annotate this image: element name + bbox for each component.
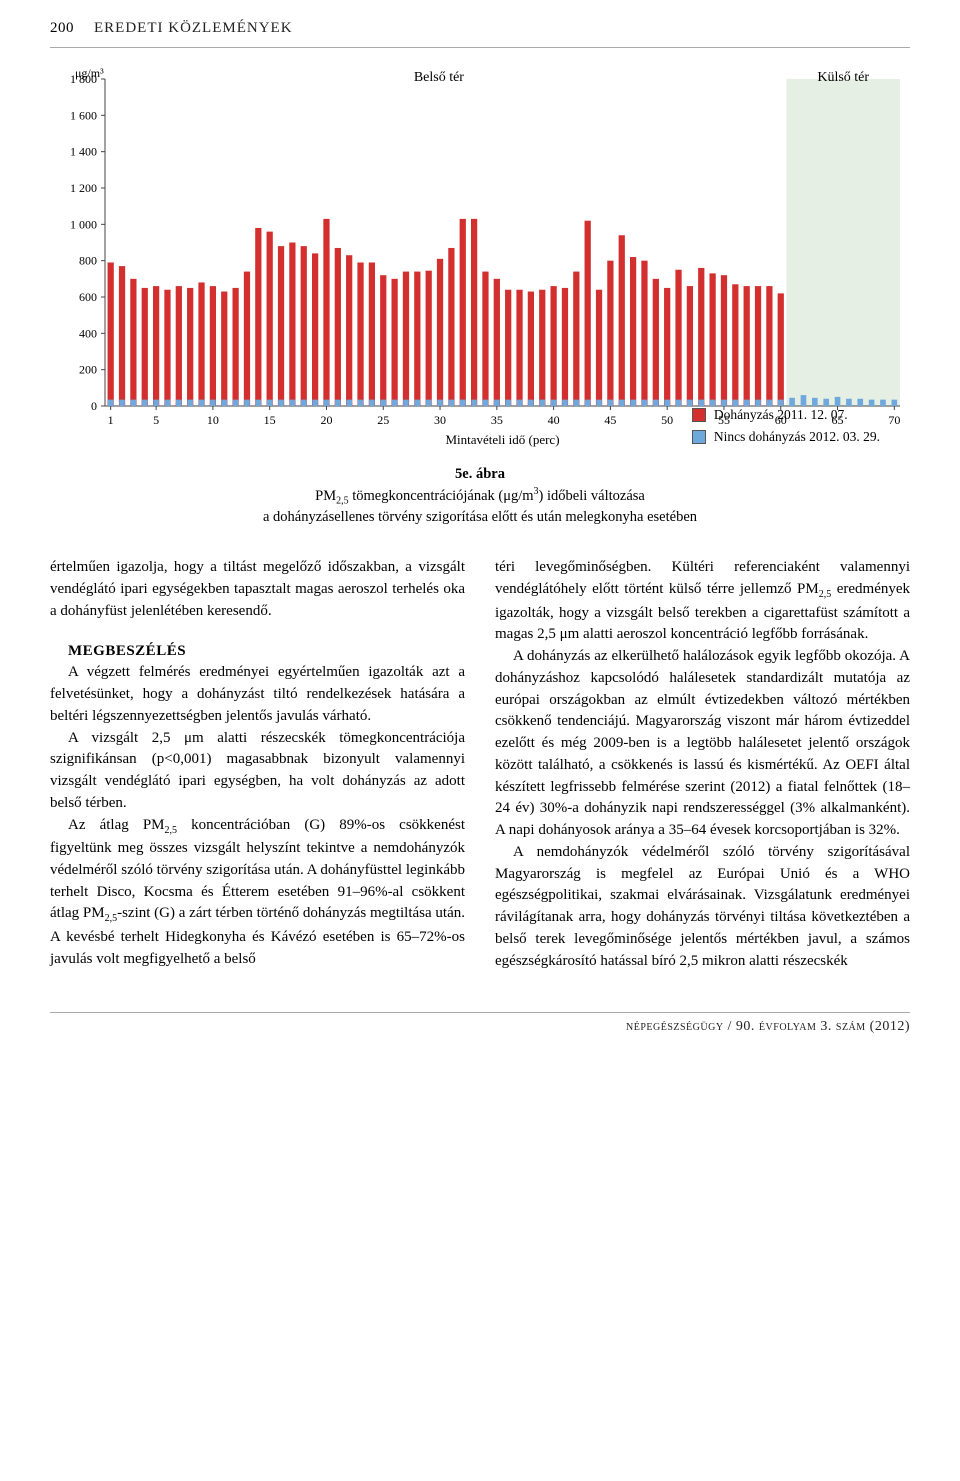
legend-label: Nincs dohányzás 2012. 03. 29. bbox=[714, 426, 880, 448]
svg-text:400: 400 bbox=[79, 326, 97, 340]
svg-text:1 600: 1 600 bbox=[70, 108, 97, 122]
page-header: 200 EREDETI KÖZLEMÉNYEK bbox=[0, 0, 960, 47]
body-paragraph: A végzett felmérés eredményei egyértelmű… bbox=[50, 662, 465, 727]
caption-sub: 2,5 bbox=[336, 495, 349, 506]
legend-swatch-nosmoking bbox=[692, 430, 706, 444]
caption-text: ) időbeli változása bbox=[539, 487, 645, 503]
svg-text:50: 50 bbox=[661, 413, 673, 427]
svg-text:70: 70 bbox=[888, 413, 900, 427]
legend-swatch-smoking bbox=[692, 408, 706, 422]
svg-text:800: 800 bbox=[79, 254, 97, 268]
svg-text:15: 15 bbox=[264, 413, 276, 427]
svg-text:200: 200 bbox=[79, 363, 97, 377]
svg-text:Belső tér: Belső tér bbox=[414, 70, 464, 85]
footer-text: népegészségügy / 90. évfolyam 3. szám (2… bbox=[626, 1019, 910, 1035]
bar-chart: Belső térKülső térμg/m³02004006008001 00… bbox=[50, 61, 910, 461]
chart-caption: 5e. ábra PM2,5 tömegkoncentrációjának (μ… bbox=[50, 465, 910, 527]
svg-text:0: 0 bbox=[91, 399, 97, 413]
left-column: értelműen igazolja, hogy a tiltást megel… bbox=[50, 557, 465, 972]
legend-label: Dohányzás 2011. 12. 07. bbox=[714, 404, 848, 426]
svg-text:600: 600 bbox=[79, 290, 97, 304]
svg-text:20: 20 bbox=[320, 413, 332, 427]
caption-text: tömegkoncentrációjának (μg/m bbox=[349, 487, 534, 503]
chart-legend: Dohányzás 2011. 12. 07. Nincs dohányzás … bbox=[692, 404, 880, 447]
body-paragraph: A nemdohányzók védelméről szóló törvény … bbox=[495, 842, 910, 973]
svg-text:45: 45 bbox=[604, 413, 616, 427]
svg-text:1 200: 1 200 bbox=[70, 181, 97, 195]
svg-text:1 400: 1 400 bbox=[70, 145, 97, 159]
svg-text:1: 1 bbox=[108, 413, 114, 427]
body-paragraph: Az átlag PM2,5 koncentrációban (G) 89%-o… bbox=[50, 815, 465, 971]
caption-title: 5e. ábra bbox=[455, 466, 505, 482]
svg-text:1 000: 1 000 bbox=[70, 217, 97, 231]
body-paragraph: értelműen igazolja, hogy a tiltást megel… bbox=[50, 557, 465, 622]
legend-item: Dohányzás 2011. 12. 07. bbox=[692, 404, 880, 426]
body-paragraph: A vizsgált 2,5 μm alatti részecskék töme… bbox=[50, 728, 465, 815]
svg-text:25: 25 bbox=[377, 413, 389, 427]
svg-text:5: 5 bbox=[153, 413, 159, 427]
page-footer: népegészségügy / 90. évfolyam 3. szám (2… bbox=[0, 1019, 960, 1055]
section-heading: MEGBESZÉLÉS bbox=[50, 641, 465, 663]
section-title: EREDETI KÖZLEMÉNYEK bbox=[94, 20, 293, 37]
svg-text:1 800: 1 800 bbox=[70, 72, 97, 86]
body-paragraph: téri levegőminőségben. Kültéri referenci… bbox=[495, 557, 910, 646]
footer-rule bbox=[50, 1012, 910, 1013]
caption-text: PM bbox=[315, 487, 336, 503]
page-number: 200 bbox=[50, 20, 74, 37]
legend-item: Nincs dohányzás 2012. 03. 29. bbox=[692, 426, 880, 448]
header-rule bbox=[50, 47, 910, 48]
body-paragraph: A dohányzás az elkerülhető halálozások e… bbox=[495, 646, 910, 842]
svg-text:Mintavételi idő (perc): Mintavételi idő (perc) bbox=[445, 432, 559, 447]
svg-text:30: 30 bbox=[434, 413, 446, 427]
svg-text:10: 10 bbox=[207, 413, 219, 427]
chart-container: Belső térKülső térμg/m³02004006008001 00… bbox=[0, 56, 960, 537]
body-columns: értelműen igazolja, hogy a tiltást megel… bbox=[0, 537, 960, 982]
svg-text:40: 40 bbox=[548, 413, 560, 427]
caption-text: a dohányzásellenes törvény szigorítása e… bbox=[50, 508, 910, 528]
svg-text:35: 35 bbox=[491, 413, 503, 427]
right-column: téri levegőminőségben. Kültéri referenci… bbox=[495, 557, 910, 972]
svg-text:Külső tér: Külső tér bbox=[817, 70, 869, 85]
